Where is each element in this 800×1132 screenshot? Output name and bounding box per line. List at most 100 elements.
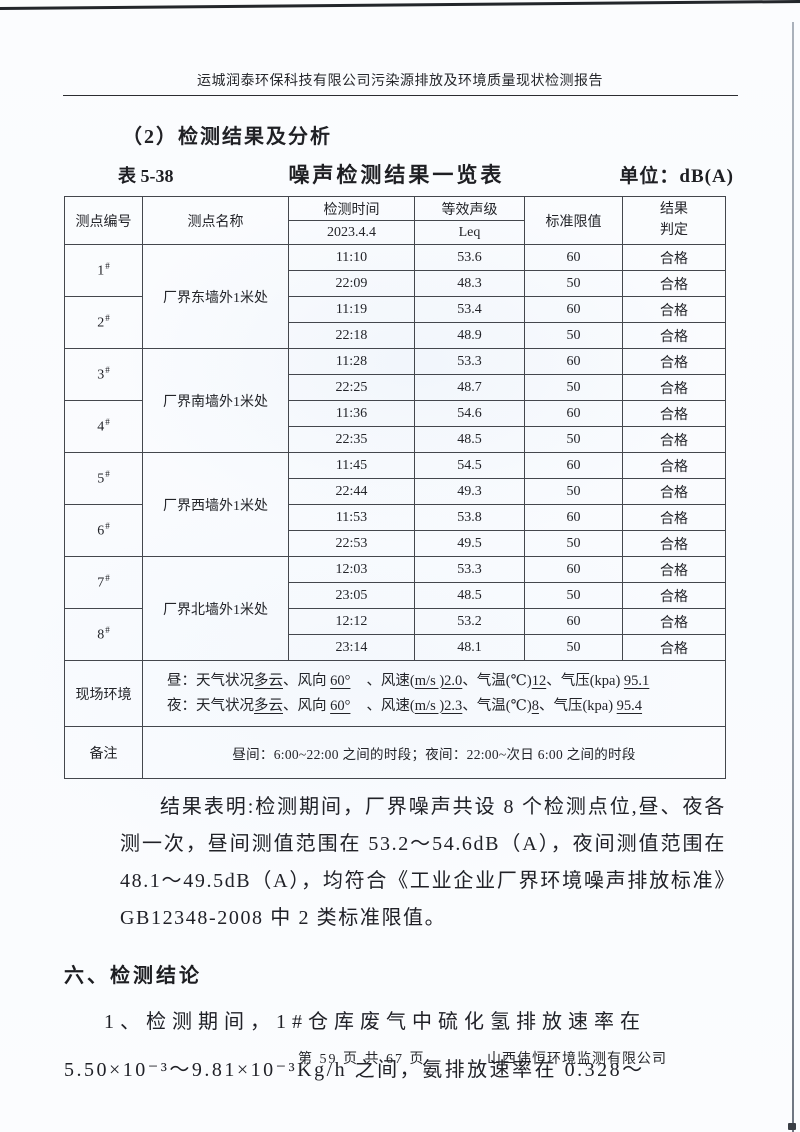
remark-label: 备注 <box>64 726 143 779</box>
table-row: 22:25 48.7 50 合格 <box>65 374 726 401</box>
table-row: 22:09 48.3 50 合格 <box>65 270 726 297</box>
table-title: 噪声检测结果一览表 <box>288 163 505 187</box>
cell-leq: 54.5 <box>414 452 525 479</box>
cell-result: 合格 <box>622 400 726 427</box>
hash-superscript: # <box>105 365 110 376</box>
cell-point-name: 厂界东墙外1米处 <box>142 244 289 349</box>
cell-time: 23:05 <box>288 582 415 609</box>
report-header-title: 运城润泰环保科技有限公司污染源排放及环境质量现状检测报告 <box>197 74 603 89</box>
cell-time: 12:03 <box>288 556 415 583</box>
env-night-wind-direction: 60° <box>330 697 351 714</box>
cell-point-name: 厂界西墙外1米处 <box>142 452 289 557</box>
cell-point-name: 厂界北墙外1米处 <box>142 556 289 661</box>
conclusion-line-1: 1、检测期间，1#仓库废气中硫化氢排放速率在 <box>104 1011 646 1033</box>
cell-leq: 53.2 <box>414 608 525 635</box>
cell-limit: 60 <box>524 556 623 583</box>
cell-time: 22:53 <box>288 530 415 557</box>
environment-content: 昼：天气状况多云、风向 60° 、风速(m/s )2.0、气温(℃)12、气压(k… <box>142 660 726 727</box>
table-row: 22:18 48.9 50 合格 <box>65 322 726 349</box>
cell-time: 22:09 <box>288 270 415 297</box>
unit-label: 单位：dB(A) <box>619 166 734 187</box>
env-day-temperature: 12 <box>531 672 547 689</box>
cell-point-id: 3# <box>64 348 143 401</box>
table-row: 5# 厂界西墙外1米处 11:45 54.5 60 合格 <box>64 452 726 557</box>
conclusion-heading: 六、检测结论 <box>64 965 202 987</box>
cell-time: 11:10 <box>288 244 415 271</box>
cell-leq: 48.5 <box>414 582 525 609</box>
cell-result: 合格 <box>622 530 726 557</box>
environment-label: 现场环境 <box>64 660 143 727</box>
env-night-weather: 多云 <box>254 697 283 714</box>
cell-time: 12:12 <box>288 608 415 635</box>
cell-point-id: 4# <box>64 400 143 453</box>
noise-results-table: 测点编号 测点名称 检测时间 等效声级 标准限值 结果判定 2023.4.4 L… <box>64 196 726 779</box>
cell-limit: 50 <box>524 582 623 609</box>
cell-leq: 48.3 <box>414 270 525 297</box>
cell-leq: 54.6 <box>414 400 525 427</box>
cell-leq: 53.4 <box>414 296 525 323</box>
cell-time: 11:19 <box>288 296 415 323</box>
cell-leq: 53.3 <box>414 348 525 375</box>
cell-result: 合格 <box>622 556 726 583</box>
cell-limit: 50 <box>524 478 623 505</box>
cell-time: 23:14 <box>288 634 415 661</box>
report-header: 运城润泰环保科技有限公司污染源排放及环境质量现状检测报告 <box>0 0 800 96</box>
remark-text: 昼间：6:00~22:00 之间的时段；夜间：22:00~次日 6:00 之间的… <box>142 726 726 779</box>
cell-result: 合格 <box>622 504 726 531</box>
table-row: 1# 厂界东墙外1米处 11:10 53.6 60 合格 <box>64 244 726 349</box>
cell-result: 合格 <box>622 452 726 479</box>
scan-corner-artifact <box>788 1123 796 1130</box>
col-subheader-leq-symbol: Leq <box>414 220 525 245</box>
cell-point-id: 7# <box>64 556 143 609</box>
table-row: 22:35 48.5 50 合格 <box>65 426 726 453</box>
cell-result: 合格 <box>622 244 726 271</box>
cell-limit: 60 <box>524 452 623 479</box>
cell-time: 22:44 <box>288 478 415 505</box>
table-row: 7# 厂界北墙外1米处 12:03 53.3 60 合格 <box>64 556 726 661</box>
table-number-label: 表 5-38 <box>118 166 174 186</box>
cell-time: 22:18 <box>288 322 415 349</box>
env-night-pressure: 95.4 <box>616 697 643 714</box>
col-header-leq: 等效声级 <box>414 196 525 221</box>
hash-superscript: # <box>105 573 110 584</box>
conclusion-paragraph: 1、检测期间，1#仓库废气中硫化氢排放速率在 5.50×10⁻³～9.81×10… <box>64 998 750 1094</box>
cell-leq: 48.5 <box>414 426 525 453</box>
cell-point-id: 8# <box>64 608 143 661</box>
cell-limit: 50 <box>524 530 623 557</box>
cell-limit: 60 <box>524 296 623 323</box>
cell-limit: 60 <box>524 244 623 271</box>
conclusion-line-2: 5.50×10⁻³～9.81×10⁻³Kg/h 之间，氨排放速率在 0.328～ <box>64 1059 645 1081</box>
cell-result: 合格 <box>622 322 726 349</box>
scan-edge-right <box>792 22 794 1132</box>
cell-time: 22:35 <box>288 426 415 453</box>
col-header-result: 结果判定 <box>622 196 726 245</box>
header-divider <box>63 95 738 96</box>
cell-limit: 50 <box>524 634 623 661</box>
cell-point-name: 厂界南墙外1米处 <box>142 348 289 453</box>
hash-superscript: # <box>105 417 110 428</box>
cell-result: 合格 <box>622 634 726 661</box>
cell-leq: 48.7 <box>414 374 525 401</box>
env-day-wind-speed: m/s )2.0 <box>414 672 463 689</box>
section-heading: （2）检测结果及分析 <box>122 126 332 148</box>
cell-limit: 50 <box>524 374 623 401</box>
cell-limit: 50 <box>524 426 623 453</box>
cell-limit: 60 <box>524 400 623 427</box>
cell-leq: 49.3 <box>414 478 525 505</box>
table-row: 23:14 48.1 50 合格 <box>65 634 726 661</box>
cell-result: 合格 <box>622 426 726 453</box>
hash-superscript: # <box>105 313 110 324</box>
table-row: 22:53 49.5 50 合格 <box>65 530 726 557</box>
cell-result: 合格 <box>622 270 726 297</box>
remark-row: 备注 昼间：6:00~22:00 之间的时段；夜间：22:00~次日 6:00 … <box>64 726 726 779</box>
cell-limit: 50 <box>524 270 623 297</box>
table-body: 1# 厂界东墙外1米处 11:10 53.6 60 合格 22:09 48.3 … <box>64 244 726 779</box>
cell-time: 22:25 <box>288 374 415 401</box>
table-header: 测点编号 测点名称 检测时间 等效声级 标准限值 结果判定 2023.4.4 L… <box>64 196 726 245</box>
env-day-wind-direction: 60° <box>330 672 351 689</box>
cell-leq: 53.8 <box>414 504 525 531</box>
cell-leq: 53.3 <box>414 556 525 583</box>
col-header-time: 检测时间 <box>288 196 415 221</box>
cell-time: 11:53 <box>288 504 415 531</box>
